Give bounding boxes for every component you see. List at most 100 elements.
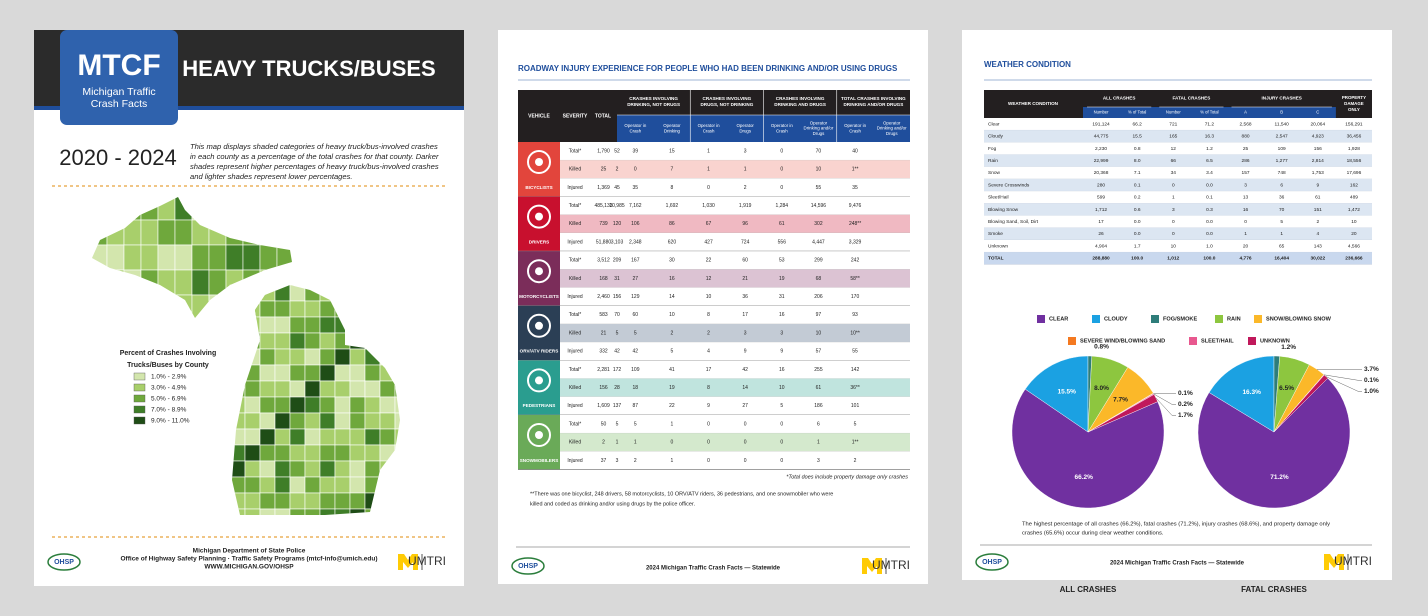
legend-label: SEVERE WIND/BLOWING SAND xyxy=(1080,338,1165,344)
table-cell: 142 xyxy=(851,367,860,373)
table-cell: 157 xyxy=(1242,170,1250,176)
table-cell: 5 xyxy=(780,403,783,409)
table-cell: 1.0 xyxy=(1206,243,1213,249)
sub-header: Crash xyxy=(776,128,788,133)
legend-swatch xyxy=(1248,337,1256,345)
table-cell: 37 xyxy=(601,458,607,464)
legend-swatch xyxy=(1215,315,1223,323)
umtri-logo: UMTRI xyxy=(1334,554,1372,568)
table-cell: 36,456 xyxy=(1347,134,1362,140)
table-cell: Killed xyxy=(569,440,581,446)
table-cell: 16,404 xyxy=(1274,256,1289,262)
table-cell: 109 xyxy=(631,367,640,373)
leader-line xyxy=(1325,376,1362,392)
legend-label: 3.0% - 4.9% xyxy=(151,385,187,392)
county xyxy=(364,364,381,382)
table-cell: 0 xyxy=(707,458,710,464)
legend-swatch xyxy=(1189,337,1197,345)
sub-header: Crash xyxy=(703,128,715,133)
table-cell: 2,547 xyxy=(1276,134,1288,140)
table-cell: 35 xyxy=(633,185,639,191)
county xyxy=(334,364,351,382)
table-cell: 0.1 xyxy=(1134,182,1141,188)
table-cell: 748 xyxy=(1278,170,1286,176)
table-cell: 3,329 xyxy=(849,239,862,245)
county xyxy=(334,396,351,414)
table-cell: 156,291 xyxy=(1345,121,1363,127)
legend-label: SLEET/HAIL xyxy=(1201,338,1234,344)
ohsp-logo-text: OHSP xyxy=(982,559,1002,566)
vehicle-icon xyxy=(535,267,543,276)
description: and lighter shades represent lower perce… xyxy=(190,172,353,181)
table-cell: 5 xyxy=(634,421,637,427)
county xyxy=(289,348,306,366)
table-cell: 31 xyxy=(779,294,785,300)
pie-label: 0.1% xyxy=(1364,377,1379,384)
county xyxy=(274,332,291,350)
county xyxy=(319,348,336,366)
table-cell: 66.2 xyxy=(1133,121,1143,127)
table-cell: 15.5 xyxy=(1133,134,1143,140)
table-cell: 57 xyxy=(816,349,822,355)
sub-header: Operator xyxy=(883,120,901,125)
county xyxy=(242,244,261,271)
table-cell: 1,919 xyxy=(739,203,752,209)
table-cell: 880 xyxy=(1242,134,1250,140)
table-cell: 10 xyxy=(779,385,785,391)
table-cell: 66 xyxy=(1171,158,1177,164)
table-cell: 3 xyxy=(1244,182,1247,188)
legend-swatch xyxy=(1037,315,1045,323)
table-cell: 60 xyxy=(742,258,748,264)
pie-slice xyxy=(1024,355,1089,433)
table-cell: 22 xyxy=(669,403,675,409)
table-cell: 61 xyxy=(816,385,822,391)
table-cell: 6 xyxy=(817,421,820,427)
table-cell: 10 xyxy=(816,167,822,173)
table-cell: 9 xyxy=(744,349,747,355)
table-cell: 14,596 xyxy=(811,203,827,209)
county xyxy=(289,444,306,462)
table-cell: 0 xyxy=(780,440,783,446)
table-row xyxy=(560,196,910,215)
county xyxy=(349,396,366,414)
table-cell: 70 xyxy=(816,148,822,154)
table-cell: 16 xyxy=(779,312,785,318)
table-cell: 0 xyxy=(1172,219,1175,225)
table-cell: 556 xyxy=(778,239,787,245)
table-cell: 9 xyxy=(707,403,710,409)
table-cell: 10** xyxy=(850,330,860,336)
table-cell: 16.3 xyxy=(1205,134,1215,140)
footer-text: 2024 Michigan Traffic Crash Facts — Stat… xyxy=(1110,561,1245,567)
vehicle-icon xyxy=(535,158,543,166)
table-row xyxy=(560,233,910,252)
table-cell: 583 xyxy=(599,312,608,318)
table-cell: 1 xyxy=(1172,195,1175,201)
county xyxy=(191,269,210,296)
county xyxy=(157,244,176,271)
table-cell: 1 xyxy=(744,167,747,173)
sub-header: Operator in xyxy=(844,123,867,128)
table-row xyxy=(560,160,910,179)
table-cell: 27 xyxy=(633,276,639,282)
table-cell: 44,775 xyxy=(1094,134,1109,140)
county xyxy=(289,380,306,398)
table-cell: 14 xyxy=(742,385,748,391)
table-cell: 3 xyxy=(616,458,619,464)
table-cell: 248** xyxy=(849,221,861,227)
table-cell: 170 xyxy=(851,294,860,300)
table-cell: 55 xyxy=(816,185,822,191)
table-row xyxy=(560,396,910,415)
county xyxy=(364,428,381,446)
table-cell: 20 xyxy=(1243,243,1249,249)
column-header: PROPERTY xyxy=(1342,95,1366,100)
table-cell: 0 xyxy=(671,440,674,446)
table-cell: 50 xyxy=(601,421,607,427)
table-cell: 1,012 xyxy=(1167,256,1179,262)
county xyxy=(289,428,306,446)
county xyxy=(349,348,366,366)
table-cell: 41 xyxy=(669,367,675,373)
table-cell: 286 xyxy=(1242,158,1250,164)
table-cell: 2 xyxy=(854,458,857,464)
table-cell: Total* xyxy=(569,148,582,154)
county xyxy=(289,508,306,515)
